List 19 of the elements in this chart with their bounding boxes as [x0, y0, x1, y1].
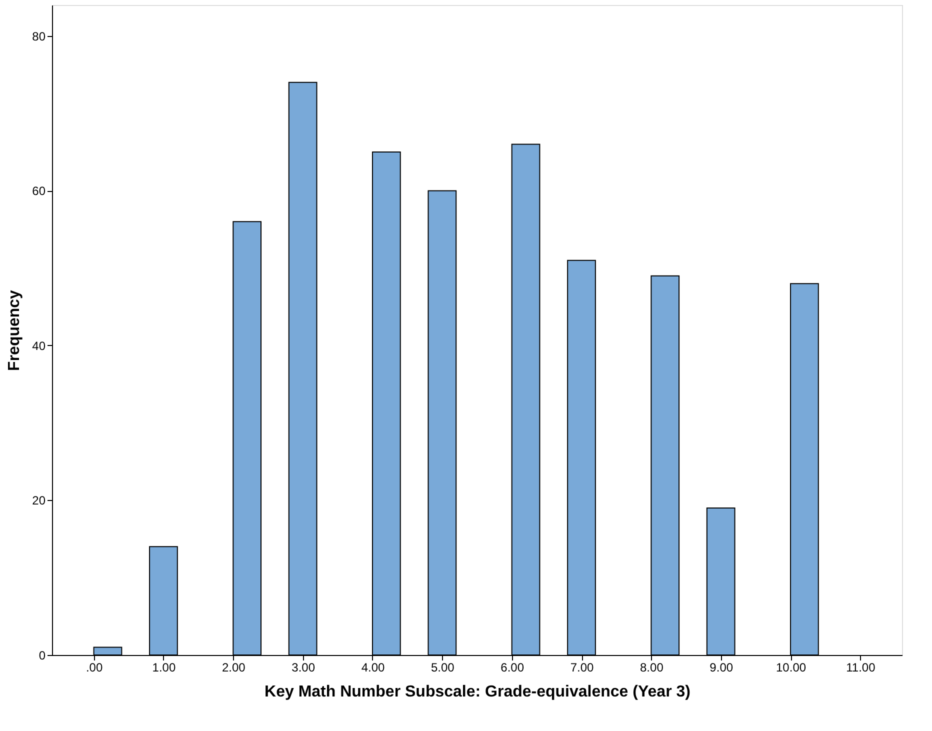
x-axis-title: Key Math Number Subscale: Grade-equivalence (Year 3) — [264, 684, 690, 700]
x-tick-label: 1.00 — [152, 660, 176, 674]
x-tick-label: 3.00 — [292, 660, 316, 674]
y-tick-label: 80 — [32, 29, 46, 44]
x-tick-label: 5.00 — [430, 660, 455, 674]
y-tick-label: 40 — [32, 338, 46, 353]
x-tick-label: 11.00 — [846, 660, 876, 674]
y-tick-label: 0 — [38, 648, 46, 662]
x-tick-label: 6.00 — [500, 660, 524, 674]
x-tick-label: 7.00 — [570, 660, 594, 674]
y-axis-title: Frequency — [6, 290, 24, 371]
y-tick-label: 20 — [32, 494, 46, 508]
y-tick-label: 60 — [32, 184, 46, 198]
x-tick-label: 9.00 — [710, 660, 734, 674]
x-tick-label: 10.00 — [776, 660, 806, 674]
x-tick-label: 4.00 — [361, 660, 385, 674]
x-tick-label: 8.00 — [640, 660, 664, 674]
x-tick-label: 2.00 — [222, 660, 246, 674]
x-tick-label: .00 — [86, 660, 103, 674]
